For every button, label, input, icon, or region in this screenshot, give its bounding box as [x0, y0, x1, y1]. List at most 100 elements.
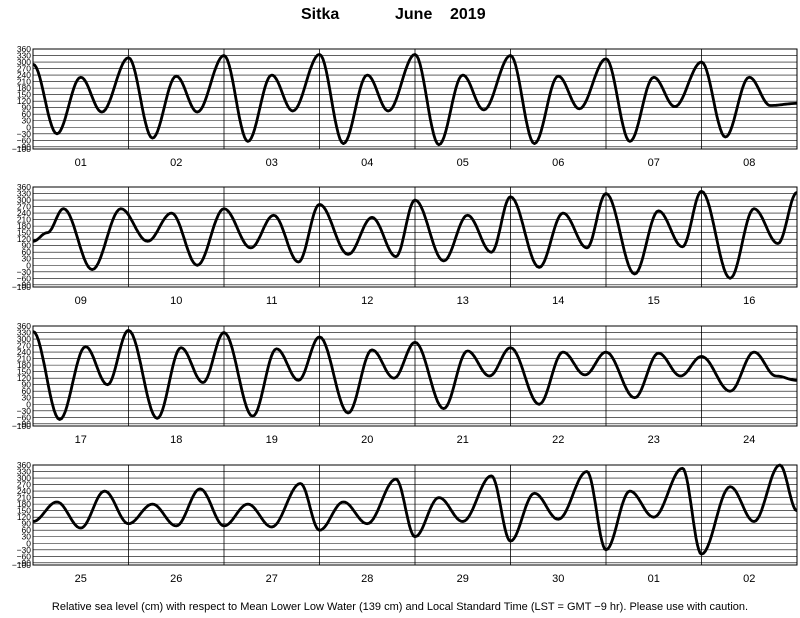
day-label: 23 [648, 434, 660, 446]
y-tick-label: 150 [17, 90, 31, 100]
y-tick-label: 240 [17, 486, 31, 496]
y-tick-label: 330 [17, 467, 31, 477]
day-label: 08 [743, 157, 755, 169]
y-tick-label: 90 [22, 380, 32, 390]
y-tick-label: 60 [22, 525, 32, 535]
y-tick-label: 30 [22, 254, 32, 264]
y-tick-label: 300 [17, 57, 31, 67]
day-label: 07 [648, 157, 660, 169]
day-label: 16 [743, 295, 755, 307]
y-tick-label: 330 [17, 328, 31, 338]
tide-curve [32, 463, 798, 556]
y-tick-label: −90 [17, 419, 32, 429]
day-label: 29 [457, 573, 469, 585]
y-tick-label: 60 [22, 386, 32, 396]
y-tick-label: 180 [17, 83, 31, 93]
tide-panel-2: 3603303002702402101801501209060300−30−60… [12, 182, 798, 307]
y-tick-label: 150 [17, 228, 31, 238]
y-tick-label: 210 [17, 215, 31, 225]
y-tick-label: −60 [17, 135, 32, 145]
tide-curve [32, 189, 798, 280]
day-label: 20 [361, 434, 373, 446]
y-tick-label: 90 [22, 241, 32, 251]
y-tick-label: 120 [17, 96, 31, 106]
y-tick-label: 150 [17, 506, 31, 516]
day-label: 28 [361, 573, 373, 585]
y-tick-label: −60 [17, 412, 32, 422]
y-tick-label: 180 [17, 360, 31, 370]
day-label: 14 [552, 295, 564, 307]
y-tick-label: −30 [17, 545, 32, 555]
y-tick-label: −60 [17, 273, 32, 283]
day-label: 11 [266, 295, 277, 307]
day-label: 01 [75, 157, 87, 169]
day-label: 24 [743, 434, 755, 446]
day-label: 03 [266, 157, 278, 169]
day-label: 12 [361, 295, 373, 307]
y-tick-label: 120 [17, 373, 31, 383]
y-tick-label: 210 [17, 77, 31, 87]
day-label: 22 [552, 434, 564, 446]
day-label: 30 [552, 573, 564, 585]
y-tick-label: −30 [17, 267, 32, 277]
day-label: 21 [457, 434, 469, 446]
footnote: Relative sea level (cm) with respect to … [51, 601, 749, 613]
y-tick-label: −90 [17, 142, 32, 152]
y-tick-label: 60 [22, 109, 32, 119]
tide-curve [32, 53, 798, 147]
y-tick-label: 330 [17, 51, 31, 61]
day-label: 19 [266, 434, 278, 446]
y-tick-label: 360 [17, 44, 31, 54]
y-tick-label: −30 [17, 129, 32, 139]
day-label: 05 [457, 157, 469, 169]
tide-panel-3: 3603303002702402101801501209060300−30−60… [12, 321, 798, 446]
y-tick-label: 90 [22, 103, 32, 113]
title-month: June [395, 6, 433, 23]
day-label: 06 [552, 157, 564, 169]
day-label: 17 [75, 434, 87, 446]
title-station: Sitka [301, 6, 340, 23]
y-tick-label: 120 [17, 234, 31, 244]
day-label: 27 [266, 573, 278, 585]
y-tick-label: 210 [17, 354, 31, 364]
day-label: 10 [170, 295, 182, 307]
y-tick-label: −100 [12, 560, 31, 570]
y-tick-label: 0 [26, 260, 31, 270]
y-tick-label: −90 [17, 280, 32, 290]
y-tick-label: 270 [17, 341, 31, 351]
y-tick-label: 210 [17, 493, 31, 503]
day-label: 02 [170, 157, 182, 169]
day-label: 01 [648, 573, 660, 585]
y-tick-label: 240 [17, 208, 31, 218]
y-tick-label: 240 [17, 347, 31, 357]
y-tick-label: 300 [17, 473, 31, 483]
y-tick-label: 300 [17, 334, 31, 344]
tide-panel-1: 3603303002702402101801501209060300−30−60… [12, 44, 798, 169]
tide-curve [32, 328, 797, 421]
y-tick-label: 330 [17, 189, 31, 199]
day-label: 15 [648, 295, 660, 307]
y-tick-label: −100 [12, 282, 31, 292]
y-tick-label: −100 [12, 421, 31, 431]
y-tick-label: 30 [22, 393, 32, 403]
day-label: 04 [361, 157, 373, 169]
y-tick-label: 270 [17, 202, 31, 212]
y-tick-label: 150 [17, 367, 31, 377]
y-tick-label: 240 [17, 70, 31, 80]
y-tick-label: 0 [26, 538, 31, 548]
y-tick-label: 0 [26, 399, 31, 409]
day-label: 13 [457, 295, 469, 307]
day-label: 25 [75, 573, 87, 585]
y-tick-label: −100 [12, 144, 31, 154]
y-tick-label: 0 [26, 122, 31, 132]
day-label: 02 [743, 573, 755, 585]
y-tick-label: 60 [22, 247, 32, 257]
y-tick-label: −90 [17, 558, 32, 568]
day-label: 26 [170, 573, 182, 585]
y-tick-label: 300 [17, 195, 31, 205]
y-tick-label: 360 [17, 321, 31, 331]
chart-title: Sitka June 2019 [0, 6, 800, 28]
y-tick-label: 180 [17, 221, 31, 231]
day-label: 09 [75, 295, 87, 307]
